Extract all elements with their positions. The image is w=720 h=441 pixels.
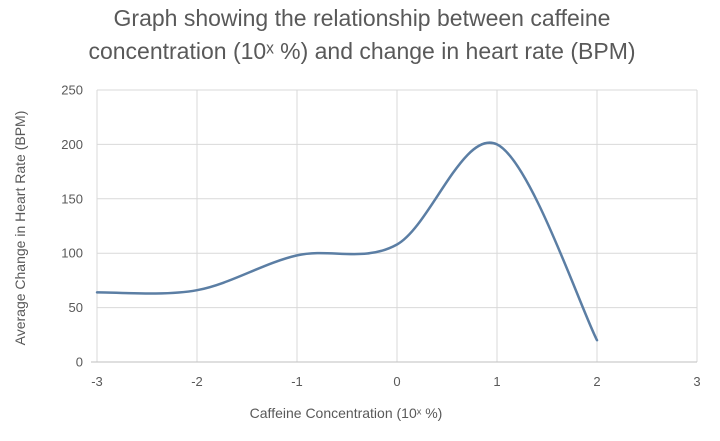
x-tick-label: -1: [291, 374, 303, 389]
series-line: [95, 141, 599, 342]
y-tick-label: 100: [61, 246, 83, 261]
x-tick-label: -3: [91, 374, 103, 389]
chart-title-line-2: concentration (10ˣ %) and change in hear…: [88, 38, 635, 64]
y-tick-label: 200: [61, 137, 83, 152]
x-tick-label: 1: [493, 374, 500, 389]
y-tick-label: 50: [69, 300, 83, 315]
horizontal-gridlines: [91, 89, 697, 363]
y-axis-tick-labels: 0 50 100 150 200 250: [61, 83, 83, 370]
data-point: [595, 338, 599, 342]
y-tick-label: 250: [61, 83, 83, 98]
data-point: [95, 290, 99, 294]
x-axis-tick-labels: -3 -2 -1 0 1 2 3: [91, 374, 700, 389]
x-tick-label: -2: [191, 374, 203, 389]
data-point: [495, 142, 499, 146]
y-tick-label: 0: [76, 355, 83, 370]
x-axis-title: Caffeine Concentration (10ˣ %): [250, 405, 443, 421]
data-point: [295, 253, 299, 257]
y-axis-title: Average Change in Heart Rate (BPM): [12, 111, 28, 346]
y-tick-label: 150: [61, 191, 83, 206]
data-point: [395, 242, 399, 246]
data-point: [195, 288, 199, 292]
x-tick-label: 2: [593, 374, 600, 389]
vertical-gridlines: [96, 90, 698, 362]
x-tick-label: 3: [693, 374, 700, 389]
x-tick-label: 0: [393, 374, 400, 389]
series-group: [95, 141, 599, 342]
chart-title-line-1: Graph showing the relationship between c…: [114, 5, 611, 31]
